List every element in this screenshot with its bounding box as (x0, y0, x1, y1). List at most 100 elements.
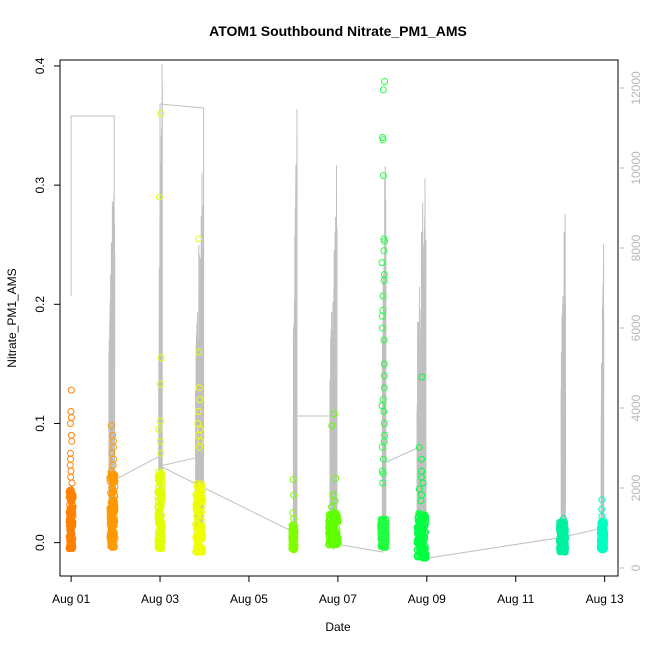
data-point (194, 530, 202, 537)
data-point (192, 548, 200, 556)
y-axis-label: Nitrate_PM1_AMS (5, 268, 19, 367)
data-point (110, 474, 118, 482)
data-point (67, 449, 74, 457)
y-tick-label: 0.3 (33, 176, 47, 193)
data-point (66, 505, 74, 513)
data-point (155, 425, 163, 433)
x-axis-label: Date (325, 620, 351, 634)
data-point (559, 515, 567, 523)
data-point (110, 528, 118, 536)
data-point (331, 514, 339, 522)
cluster-4 (288, 476, 299, 554)
data-point (106, 504, 114, 512)
data-point (157, 110, 165, 118)
cluster-5 (325, 410, 342, 549)
data-point (110, 479, 118, 487)
x-tick-label: Aug 07 (319, 592, 357, 606)
data-point (107, 514, 115, 522)
data-point (378, 443, 386, 451)
data-point (157, 490, 165, 497)
grey-burst-8 (600, 243, 605, 552)
data-point (380, 437, 388, 445)
data-point (157, 499, 165, 507)
cluster-6 (377, 78, 390, 551)
grey-burst-1 (158, 64, 163, 552)
data-point (198, 545, 206, 553)
data-point (67, 467, 75, 475)
data-point (193, 528, 201, 536)
data-point (195, 348, 203, 356)
data-point (110, 497, 118, 505)
data-point (193, 508, 201, 516)
data-point (330, 410, 338, 418)
y2-tick-label: 8000 (629, 234, 643, 261)
data-point (381, 237, 388, 245)
data-point (598, 496, 606, 504)
data-point (156, 517, 164, 524)
y2-tick-label: 2000 (629, 474, 643, 501)
data-point (417, 532, 424, 540)
data-point (196, 443, 204, 451)
data-point (108, 536, 116, 544)
data-point (290, 491, 298, 499)
data-point (559, 522, 566, 529)
data-point (68, 509, 76, 517)
data-point (381, 78, 388, 85)
data-point (195, 235, 203, 243)
y2-tick-label: 10000 (629, 151, 643, 185)
data-point (67, 420, 74, 427)
x-axis: Aug 01 Aug 03 Aug 05 Aug 07 Aug 09 Aug 11 Aug … (52, 576, 624, 606)
data-point (155, 534, 163, 542)
grey-burst-4 (329, 165, 338, 551)
grey-burst-5 (381, 166, 387, 551)
data-point (380, 247, 388, 255)
data-point (332, 519, 340, 527)
data-point (157, 503, 165, 511)
y-axis: 0.0 0.1 0.2 0.3 0.4 (33, 57, 60, 551)
data-point (157, 492, 165, 500)
data-point (380, 420, 388, 427)
data-point (192, 505, 200, 513)
data-point (67, 431, 75, 439)
data-point (67, 517, 75, 525)
data-point (67, 533, 75, 541)
data-point (331, 497, 339, 505)
data-point (157, 354, 165, 362)
data-point (378, 259, 386, 267)
data-point (157, 544, 165, 552)
data-point (415, 511, 423, 519)
data-point (67, 455, 74, 463)
data-point (420, 521, 428, 529)
grey-burst-2 (195, 172, 205, 552)
y2-tick-label: 12000 (629, 71, 643, 105)
data-point (379, 86, 387, 94)
data-point (380, 360, 388, 368)
data-point (198, 524, 206, 532)
x-tick-label: Aug 01 (52, 592, 90, 606)
data-point (379, 479, 387, 487)
data-point (197, 516, 205, 524)
data-point (415, 443, 423, 451)
y2-tick-label: 6000 (629, 314, 643, 341)
data-point (156, 437, 164, 445)
x-tick-label: Aug 13 (586, 592, 624, 606)
x-tick-label: Aug 09 (408, 592, 446, 606)
data-point (415, 485, 423, 493)
data-point (65, 509, 73, 517)
data-point (326, 517, 334, 525)
data-point (196, 396, 204, 404)
data-point (379, 136, 387, 144)
data-point (108, 543, 116, 551)
data-point (325, 529, 333, 537)
data-point (601, 532, 608, 540)
data-point (67, 414, 75, 421)
data-point (107, 422, 115, 430)
data-point (158, 478, 165, 486)
data-point (415, 536, 422, 543)
data-point (67, 487, 75, 495)
y2-tick-label: 0 (629, 564, 643, 571)
data-point (328, 503, 335, 511)
data-point (328, 422, 336, 430)
data-point (559, 532, 567, 540)
y-tick-label: 0.2 (33, 296, 47, 313)
